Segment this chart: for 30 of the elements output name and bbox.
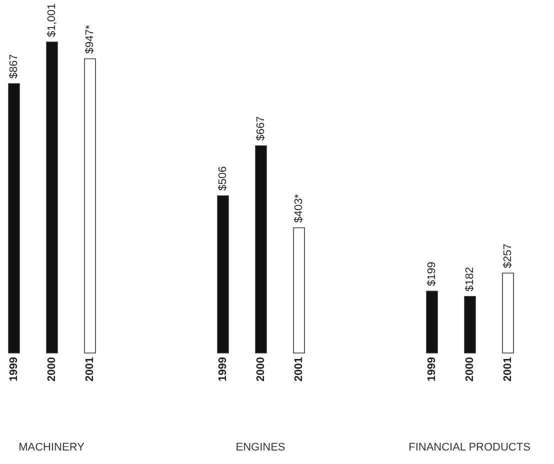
text: 2000 (255, 357, 267, 382)
bar (293, 227, 305, 354)
text: 1999 (8, 357, 20, 382)
data-label: $199 (426, 262, 438, 286)
bar (426, 290, 438, 354)
text: 2000 (46, 357, 58, 382)
bar (8, 83, 20, 354)
text: 1999 (217, 357, 229, 382)
x-tick-label: MACHINERY (18, 442, 86, 454)
data-label: $403* (293, 193, 305, 223)
data-label: $667 (255, 116, 267, 141)
text: 2001 (84, 357, 96, 382)
data-label: $257 (502, 244, 514, 268)
x-tick-label: ENGINES (236, 442, 286, 454)
text: 2001 (502, 357, 514, 382)
text: 2000 (464, 357, 476, 382)
x-tick-label: FINANCIAL PRODUCTS (408, 442, 530, 454)
text: 1999 (426, 357, 438, 382)
bar (502, 272, 514, 354)
data-label: $182 (464, 266, 476, 292)
data-label: $1,001 (46, 3, 58, 37)
bar (464, 296, 476, 354)
data-label: $867 (8, 54, 20, 79)
bar (217, 195, 229, 354)
bar (84, 58, 96, 354)
data-label: $947* (84, 24, 96, 54)
text: 2001 (293, 357, 305, 382)
data-label: $506 (217, 166, 229, 191)
bar (46, 42, 58, 354)
bar (255, 145, 267, 354)
